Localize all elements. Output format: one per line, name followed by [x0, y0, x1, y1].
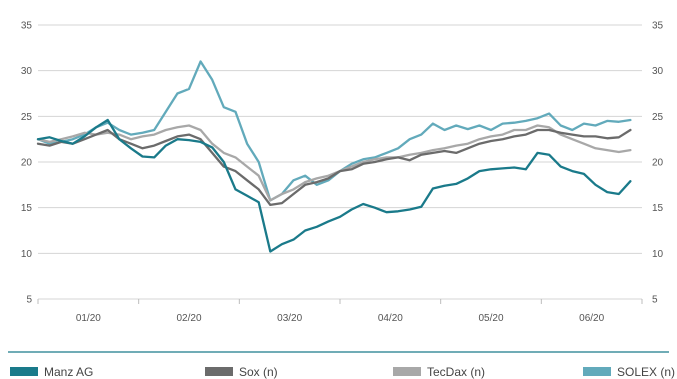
y-tick-label-right: 35 — [652, 21, 664, 32]
legend-item: TecDax (n) — [393, 365, 485, 379]
legend-swatch — [10, 367, 38, 376]
y-tick-label-left: 15 — [21, 203, 33, 214]
y-tick-label-right: 25 — [652, 112, 664, 123]
y-tick-label-left: 10 — [21, 249, 33, 260]
y-tick-label-left: 25 — [21, 112, 33, 123]
x-tick-label: 02/20 — [176, 313, 201, 324]
legend-swatch — [393, 367, 421, 376]
y-tick-label-right: 30 — [652, 66, 664, 77]
x-tick-label: 03/20 — [277, 313, 302, 324]
legend-swatch — [205, 367, 233, 376]
y-tick-label-right: 15 — [652, 203, 664, 214]
legend-label: SOLEX (n) — [617, 365, 675, 379]
series-line-tecdax-n — [36, 124, 632, 202]
grid-lines — [38, 24, 642, 300]
x-axis: 01/20 02/20 03/20 04/20 05/20 06/20 — [37, 299, 643, 324]
y-tick-label-right: 10 — [652, 249, 664, 260]
legend-swatch — [583, 367, 611, 376]
y-tick-label-right: 20 — [652, 158, 664, 169]
y-tick-label-right: 5 — [652, 295, 658, 306]
legend-item: SOLEX (n) — [583, 365, 675, 379]
series-line-manz-ag — [36, 118, 632, 253]
series-line-sox-n — [36, 128, 632, 207]
legend-label: Manz AG — [44, 365, 93, 379]
legend-item: Manz AG — [10, 365, 93, 379]
y-tick-label-left: 30 — [21, 66, 33, 77]
x-tick-label: 01/20 — [76, 313, 101, 324]
legend: Manz AG Sox (n) TecDax (n) SOLEX (n) — [10, 365, 675, 379]
x-tick-label: 04/20 — [378, 313, 403, 324]
y-axis-right: 5 10 15 20 25 30 35 — [652, 21, 664, 306]
legend-label: TecDax (n) — [427, 365, 485, 379]
y-tick-label-left: 35 — [21, 21, 33, 32]
y-axis-left: 5 10 15 20 25 30 35 — [21, 21, 33, 306]
x-tick-label: 05/20 — [478, 313, 503, 324]
series-lines — [36, 60, 632, 253]
legend-item: Sox (n) — [205, 365, 278, 379]
legend-label: Sox (n) — [239, 365, 278, 379]
x-tick-label: 06/20 — [579, 313, 604, 324]
y-tick-label-left: 5 — [26, 295, 32, 306]
y-tick-label-left: 20 — [21, 158, 33, 169]
